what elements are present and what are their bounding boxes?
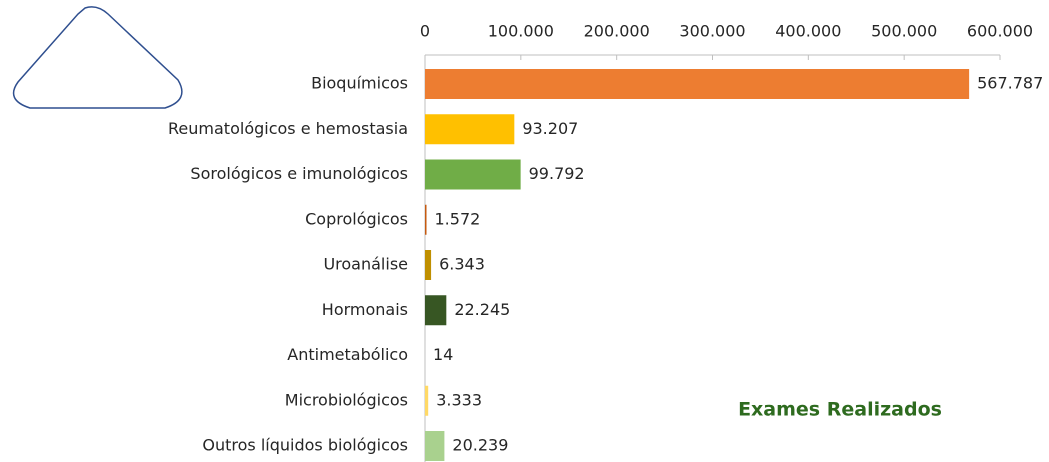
x-tick-label: 0 xyxy=(420,22,430,41)
bar xyxy=(425,250,432,280)
bar xyxy=(425,69,970,99)
y-tick-label: Outros líquidos biológicos xyxy=(202,436,408,455)
value-label: 93.207 xyxy=(522,119,578,138)
y-tick-label: Antimetabólico xyxy=(287,345,408,364)
value-label: 20.239 xyxy=(452,436,508,455)
y-tick-label: Coprológicos xyxy=(305,209,408,228)
triangle-shape xyxy=(12,6,183,109)
y-tick-label: Microbiológicos xyxy=(285,390,408,409)
value-label: 99.792 xyxy=(529,164,585,183)
value-label: 3.333 xyxy=(436,390,482,409)
value-label: 22.245 xyxy=(454,300,510,319)
y-tick-label: Reumatológicos e hemostasia xyxy=(168,119,408,138)
y-tick-label: Uroanálise xyxy=(323,255,408,274)
bar xyxy=(425,114,515,145)
x-tick-label: 600.000 xyxy=(967,22,1033,41)
bar xyxy=(425,295,447,326)
bar xyxy=(425,159,521,190)
x-tick-label: 300.000 xyxy=(679,22,745,41)
value-label: 567.787 xyxy=(977,74,1043,93)
y-tick-label: Sorológicos e imunológicos xyxy=(190,164,408,183)
x-tick-label: 500.000 xyxy=(871,22,937,41)
y-tick-label: Hormonais xyxy=(322,300,408,319)
bar xyxy=(425,204,427,235)
bar xyxy=(425,385,429,416)
x-tick-label: 400.000 xyxy=(775,22,841,41)
value-label: 6.343 xyxy=(439,255,485,274)
bar xyxy=(425,431,445,461)
x-tick-label: 200.000 xyxy=(584,22,650,41)
chart-title: Exames Realizados xyxy=(738,399,942,421)
value-label: 1.572 xyxy=(435,209,481,228)
value-label: 14 xyxy=(433,345,453,364)
y-tick-label: Bioquímicos xyxy=(311,74,408,93)
x-tick-label: 100.000 xyxy=(488,22,554,41)
